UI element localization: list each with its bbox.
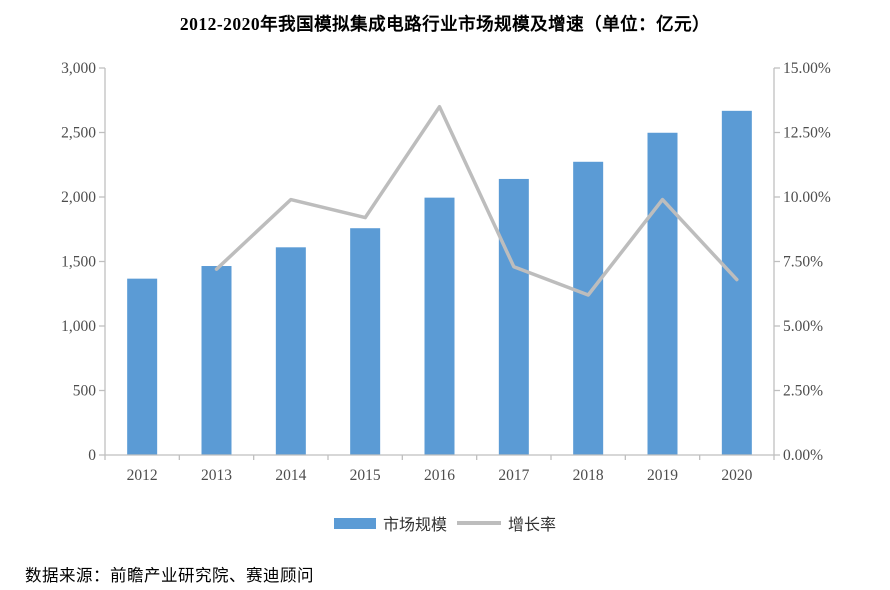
bar-2018	[573, 161, 604, 455]
right-axis-tick-label: 12.50%	[783, 125, 831, 142]
left-axis-tick-label: 2,000	[61, 189, 96, 206]
bar-2013	[201, 266, 232, 455]
bar-2016	[424, 197, 455, 455]
bar-series-swatch	[333, 517, 376, 529]
right-axis-tick-label: 2.50%	[783, 383, 823, 400]
x-axis-category-label: 2013	[201, 467, 232, 484]
left-axis-tick-label: 0	[88, 447, 96, 464]
chart-title: 2012-2020年我国模拟集成电路行业市场规模及增速（单位：亿元）	[179, 14, 711, 34]
x-axis-category-label: 2017	[498, 467, 529, 484]
data-source-note: 数据来源：前瞻产业研究院、赛迪顾问	[25, 566, 314, 585]
right-axis-tick-label: 15.00%	[783, 60, 831, 77]
x-axis-category-label: 2015	[350, 467, 381, 484]
legend-label-market-size: 市场规模	[382, 517, 447, 534]
legend-item-market-size: 市场规模	[333, 511, 447, 535]
left-axis-tick-label: 2,500	[61, 125, 96, 142]
line-series-swatch	[457, 521, 501, 525]
x-axis-category-label: 2014	[275, 467, 306, 484]
left-axis-tick-label: 1,000	[61, 318, 96, 335]
left-axis-tick-label: 3,000	[61, 60, 96, 77]
x-axis-category-label: 2012	[127, 467, 158, 484]
legend-label-growth-rate: 增长率	[508, 517, 557, 534]
bar-2012	[127, 278, 158, 455]
x-axis-category-label: 2018	[573, 467, 604, 484]
chart-legend: 市场规模 增长率	[0, 511, 890, 535]
legend-item-growth-rate: 增长率	[457, 511, 556, 535]
x-axis-category-label: 2019	[647, 467, 678, 484]
bar-2014	[275, 247, 306, 455]
bar-2020	[721, 110, 752, 455]
growth-rate-line	[214, 104, 739, 297]
x-axis-category-label: 2016	[424, 467, 455, 484]
left-axis-tick-label: 500	[73, 383, 97, 400]
chart-plot-area: 0 500 1,000 1,500 2,000 2,500 3,000 0.00% 2.50% 5…	[61, 60, 831, 484]
bar-2015	[350, 228, 381, 455]
right-axis-tick-label: 10.00%	[783, 189, 831, 206]
right-axis-tick-label: 7.50%	[783, 254, 823, 271]
right-axis-tick-label: 0.00%	[783, 447, 823, 464]
bar-2019	[647, 132, 678, 455]
right-axis-tick-label: 5.00%	[783, 318, 823, 335]
x-axis-category-label: 2020	[721, 467, 752, 484]
bar-2017	[498, 178, 529, 455]
left-axis-tick-label: 1,500	[61, 254, 96, 271]
